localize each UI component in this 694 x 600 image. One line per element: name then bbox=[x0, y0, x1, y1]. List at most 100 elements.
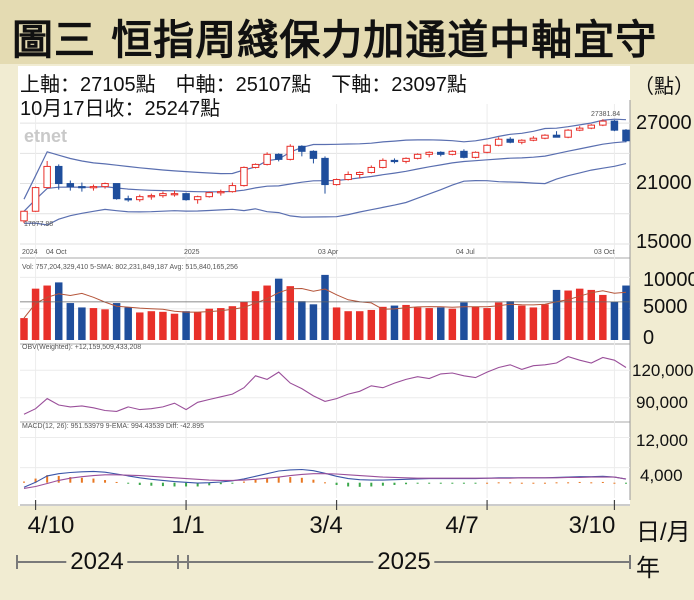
candle-body bbox=[367, 166, 376, 173]
candle-body bbox=[448, 150, 457, 155]
volume-bar bbox=[460, 302, 468, 340]
volume-bar bbox=[622, 285, 630, 340]
inner-label-04jul: 04 Jul bbox=[456, 249, 475, 256]
macd-histogram-bar bbox=[300, 477, 303, 483]
macd-line bbox=[23, 468, 627, 488]
price-tick-27000: 27000 bbox=[636, 112, 692, 134]
volume-bar bbox=[112, 303, 121, 340]
macd-histogram-bar bbox=[173, 482, 176, 487]
volume-bar bbox=[402, 304, 410, 340]
candle-body bbox=[54, 165, 63, 185]
candle-body bbox=[402, 157, 410, 162]
candle-body bbox=[575, 127, 584, 131]
x-axis-unit: 日/月 bbox=[636, 519, 691, 546]
volume-bar bbox=[147, 311, 156, 340]
candle-body bbox=[321, 157, 329, 186]
volume-bar bbox=[355, 311, 364, 340]
candle-body bbox=[20, 210, 28, 222]
volume-bar bbox=[518, 305, 526, 340]
macd-histogram-bar bbox=[57, 475, 60, 483]
year-label-2024: 2024 bbox=[66, 548, 128, 576]
macd-histogram-bar bbox=[393, 482, 396, 485]
x-label-3-10: 3/10 bbox=[568, 512, 616, 539]
candle-body bbox=[610, 120, 619, 131]
macd-histogram-bar bbox=[613, 482, 616, 484]
x-label-4-10: 4/10 bbox=[27, 512, 75, 539]
macd-histogram-bar bbox=[289, 477, 292, 483]
macd-histogram-bar bbox=[80, 477, 83, 483]
candle-body bbox=[298, 145, 306, 152]
candle-body bbox=[564, 129, 572, 138]
high-price-label: 27381.84 bbox=[591, 111, 621, 118]
x-label-1-1: 1/1 bbox=[171, 512, 205, 539]
candle-body bbox=[390, 159, 399, 163]
x-label-4-7: 4/7 bbox=[445, 512, 479, 539]
volume-bar bbox=[332, 307, 341, 340]
title-banner: 圖三 恒指周綫保力加通道中軸宜守 bbox=[0, 0, 694, 64]
x-label-3-4: 3/4 bbox=[309, 512, 343, 539]
macd-histogram-bar bbox=[219, 482, 222, 485]
volume-bar bbox=[483, 308, 491, 340]
candle-body bbox=[159, 193, 167, 197]
volume-bar bbox=[205, 308, 213, 340]
volume-bar bbox=[529, 307, 538, 340]
candle-body bbox=[78, 186, 86, 189]
macd-histogram-bar bbox=[231, 482, 234, 484]
volume-bar bbox=[587, 289, 596, 340]
candle-body bbox=[147, 195, 156, 198]
chart-title: 圖三 恒指周綫保力加通道中軸宜守 bbox=[12, 16, 658, 64]
volume-bar bbox=[552, 289, 561, 340]
candle-body bbox=[43, 165, 51, 189]
volume-bar bbox=[286, 286, 295, 340]
volume-legend: Vol: 757,204,329,410 5-SMA: 802,231,849,… bbox=[22, 264, 238, 271]
volume-bar bbox=[610, 301, 619, 340]
candle-body bbox=[506, 138, 514, 143]
low-price-label: 17077.88 bbox=[24, 221, 54, 228]
macd-histogram-bar bbox=[277, 476, 280, 483]
macd-signal-line bbox=[23, 473, 627, 489]
candle-body bbox=[599, 120, 607, 126]
price-tick-21000: 21000 bbox=[636, 172, 692, 194]
inner-label-03oct: 03 Oct bbox=[594, 249, 615, 256]
macd-histogram-bar bbox=[486, 482, 489, 484]
volume-bar bbox=[274, 278, 283, 340]
volume-bar bbox=[379, 306, 387, 340]
volume-bar bbox=[425, 308, 433, 340]
inner-label-04oct: 04 Oct bbox=[46, 249, 67, 256]
inner-label-03apr: 03 Apr bbox=[318, 249, 339, 256]
candle-body bbox=[182, 193, 190, 201]
macd-histogram-bar bbox=[532, 482, 535, 484]
candle-body bbox=[460, 150, 468, 158]
candle-body bbox=[205, 192, 213, 198]
macd-histogram-bar bbox=[416, 482, 419, 484]
macd-histogram-bar bbox=[115, 481, 118, 483]
candle-body bbox=[263, 153, 271, 165]
volume-bar bbox=[298, 301, 306, 340]
candle-body bbox=[286, 145, 295, 160]
macd-histogram-bar bbox=[439, 482, 442, 484]
volume-bar bbox=[471, 306, 480, 340]
macd-histogram-bar bbox=[138, 482, 141, 485]
volume-bar bbox=[390, 305, 399, 340]
macd-histogram-bar bbox=[69, 477, 72, 483]
volume-tick-10000: 10000 bbox=[643, 269, 694, 291]
macd-histogram-bar bbox=[625, 482, 627, 484]
volume-bar bbox=[20, 318, 28, 340]
volume-bar bbox=[89, 308, 98, 340]
macd-histogram-bar bbox=[335, 482, 338, 485]
macd-histogram-bar bbox=[601, 481, 604, 483]
volume-bar bbox=[54, 282, 63, 340]
candle-body bbox=[552, 134, 561, 138]
macd-histogram-bar bbox=[23, 481, 25, 483]
macd-histogram-bar bbox=[127, 482, 130, 484]
volume-tick-5000: 5000 bbox=[643, 296, 688, 318]
candle-body bbox=[31, 187, 40, 212]
candle-body bbox=[541, 134, 549, 139]
volume-tick-0: 0 bbox=[643, 327, 655, 349]
bollinger-lower-band bbox=[23, 163, 627, 226]
volume-bar bbox=[170, 313, 179, 340]
close-text: 10月17日收：25247點 bbox=[20, 98, 221, 120]
year-unit: 年 bbox=[636, 555, 660, 582]
candle-body bbox=[89, 186, 98, 189]
macd-histogram-bar bbox=[208, 482, 211, 486]
